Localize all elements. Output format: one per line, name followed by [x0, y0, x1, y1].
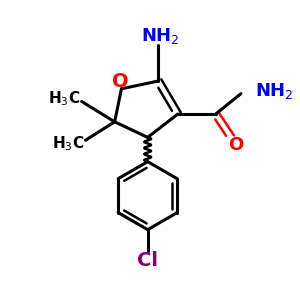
Text: O: O [229, 136, 244, 154]
Text: NH$_2$: NH$_2$ [254, 81, 293, 101]
Text: O: O [112, 71, 129, 91]
Text: NH$_2$: NH$_2$ [141, 26, 180, 46]
Text: H$_3$C: H$_3$C [52, 134, 84, 152]
Text: H$_3$C: H$_3$C [48, 89, 80, 108]
Text: Cl: Cl [137, 251, 158, 270]
